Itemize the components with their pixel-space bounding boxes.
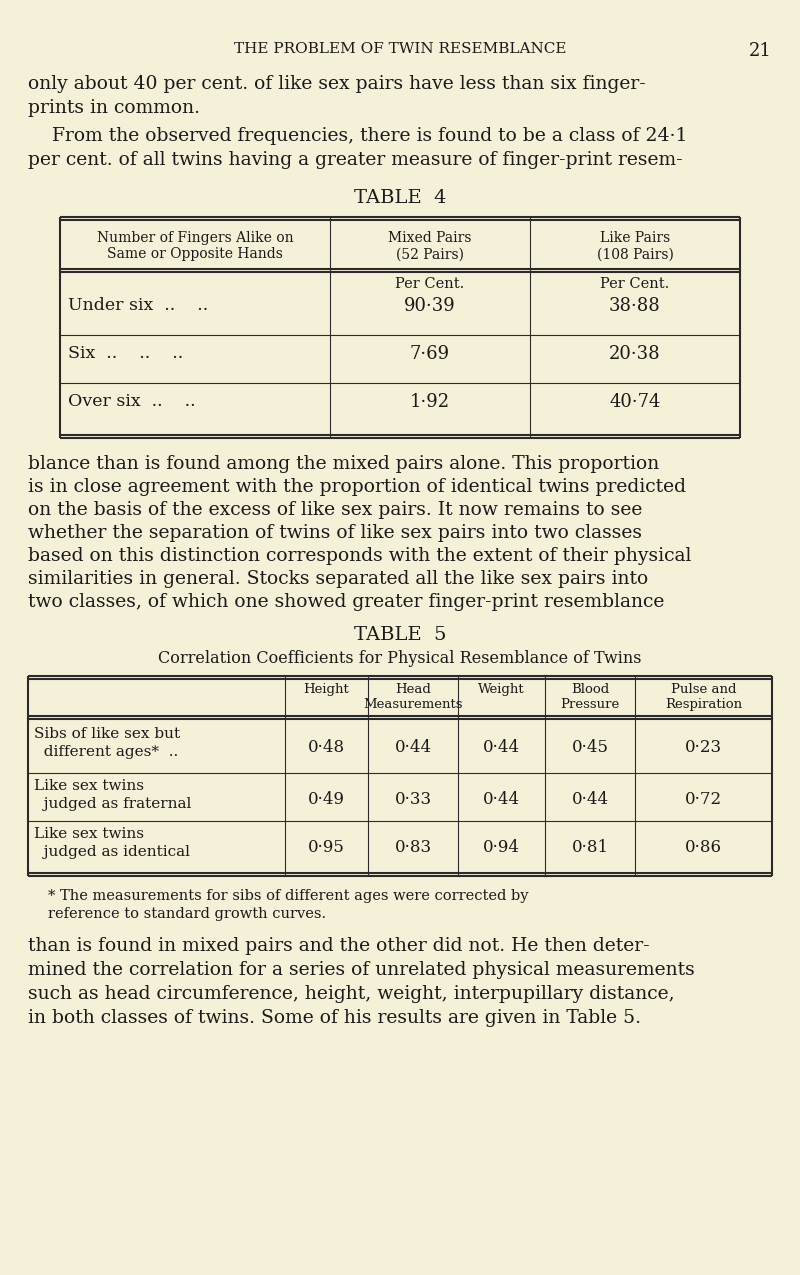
- Text: different ages*  ..: different ages* ..: [34, 745, 178, 759]
- Text: Height: Height: [304, 683, 350, 696]
- Text: 0·44: 0·44: [483, 790, 520, 808]
- Text: TABLE  4: TABLE 4: [354, 189, 446, 207]
- Text: whether the separation of twins of like sex pairs into two classes: whether the separation of twins of like …: [28, 524, 642, 542]
- Text: 0·86: 0·86: [685, 839, 722, 856]
- Text: only about 40 per cent. of like sex pairs have less than six finger-: only about 40 per cent. of like sex pair…: [28, 75, 646, 93]
- Text: 90·39: 90·39: [404, 297, 456, 315]
- Text: prints in common.: prints in common.: [28, 99, 200, 117]
- Text: Per Cent.: Per Cent.: [600, 277, 670, 291]
- Text: based on this distinction corresponds with the extent of their physical: based on this distinction corresponds wi…: [28, 547, 691, 565]
- Text: Blood
Pressure: Blood Pressure: [560, 683, 620, 711]
- Text: Like sex twins: Like sex twins: [34, 779, 144, 793]
- Text: 0·33: 0·33: [394, 790, 431, 808]
- Text: 21: 21: [749, 42, 772, 60]
- Text: Pulse and
Respiration: Pulse and Respiration: [665, 683, 742, 711]
- Text: than is found in mixed pairs and the other did not. He then deter-: than is found in mixed pairs and the oth…: [28, 937, 650, 955]
- Text: Like Pairs
(108 Pairs): Like Pairs (108 Pairs): [597, 231, 674, 261]
- Text: similarities in general. Stocks separated all the like sex pairs into: similarities in general. Stocks separate…: [28, 570, 648, 588]
- Text: From the observed frequencies, there is found to be a class of 24·1: From the observed frequencies, there is …: [28, 128, 687, 145]
- Text: 0·72: 0·72: [685, 790, 722, 808]
- Text: on the basis of the excess of like sex pairs. It now remains to see: on the basis of the excess of like sex p…: [28, 501, 642, 519]
- Text: Per Cent.: Per Cent.: [395, 277, 465, 291]
- Text: 40·74: 40·74: [610, 393, 661, 411]
- Text: 0·83: 0·83: [394, 839, 431, 856]
- Text: 0·44: 0·44: [483, 740, 520, 756]
- Text: is in close agreement with the proportion of identical twins predicted: is in close agreement with the proportio…: [28, 478, 686, 496]
- Text: 1·92: 1·92: [410, 393, 450, 411]
- Text: 0·49: 0·49: [308, 790, 345, 808]
- Text: Over six  ..    ..: Over six .. ..: [68, 393, 196, 411]
- Text: Under six  ..    ..: Under six .. ..: [68, 297, 208, 314]
- Text: TABLE  5: TABLE 5: [354, 626, 446, 644]
- Text: 0·94: 0·94: [483, 839, 520, 856]
- Text: 20·38: 20·38: [609, 346, 661, 363]
- Text: mined the correlation for a series of unrelated physical measurements: mined the correlation for a series of un…: [28, 961, 694, 979]
- Text: judged as fraternal: judged as fraternal: [34, 797, 191, 811]
- Text: Number of Fingers Alike on
Same or Opposite Hands: Number of Fingers Alike on Same or Oppos…: [97, 231, 294, 261]
- Text: 0·23: 0·23: [685, 740, 722, 756]
- Text: THE PROBLEM OF TWIN RESEMBLANCE: THE PROBLEM OF TWIN RESEMBLANCE: [234, 42, 566, 56]
- Text: two classes, of which one showed greater finger-print resemblance: two classes, of which one showed greater…: [28, 593, 664, 611]
- Text: 38·88: 38·88: [609, 297, 661, 315]
- Text: Like sex twins: Like sex twins: [34, 827, 144, 842]
- Text: 0·44: 0·44: [394, 740, 431, 756]
- Text: such as head circumference, height, weight, interpupillary distance,: such as head circumference, height, weig…: [28, 986, 674, 1003]
- Text: 0·45: 0·45: [571, 740, 609, 756]
- Text: reference to standard growth curves.: reference to standard growth curves.: [48, 907, 326, 921]
- Text: in both classes of twins. Some of his results are given in Table 5.: in both classes of twins. Some of his re…: [28, 1009, 641, 1026]
- Text: 0·48: 0·48: [308, 740, 345, 756]
- Text: Six  ..    ..    ..: Six .. .. ..: [68, 346, 183, 362]
- Text: 0·95: 0·95: [308, 839, 345, 856]
- Text: Correlation Coefficients for Physical Resemblance of Twins: Correlation Coefficients for Physical Re…: [158, 650, 642, 667]
- Text: 0·81: 0·81: [571, 839, 609, 856]
- Text: Head
Measurements: Head Measurements: [363, 683, 462, 711]
- Text: * The measurements for sibs of different ages were corrected by: * The measurements for sibs of different…: [48, 889, 529, 903]
- Text: 7·69: 7·69: [410, 346, 450, 363]
- Text: blance than is found among the mixed pairs alone. This proportion: blance than is found among the mixed pai…: [28, 455, 659, 473]
- Text: per cent. of all twins having a greater measure of finger-print resem-: per cent. of all twins having a greater …: [28, 150, 682, 170]
- Text: Mixed Pairs
(52 Pairs): Mixed Pairs (52 Pairs): [388, 231, 472, 261]
- Text: 0·44: 0·44: [571, 790, 609, 808]
- Text: Weight: Weight: [478, 683, 525, 696]
- Text: Sibs of like sex but: Sibs of like sex but: [34, 727, 180, 741]
- Text: judged as identical: judged as identical: [34, 845, 190, 859]
